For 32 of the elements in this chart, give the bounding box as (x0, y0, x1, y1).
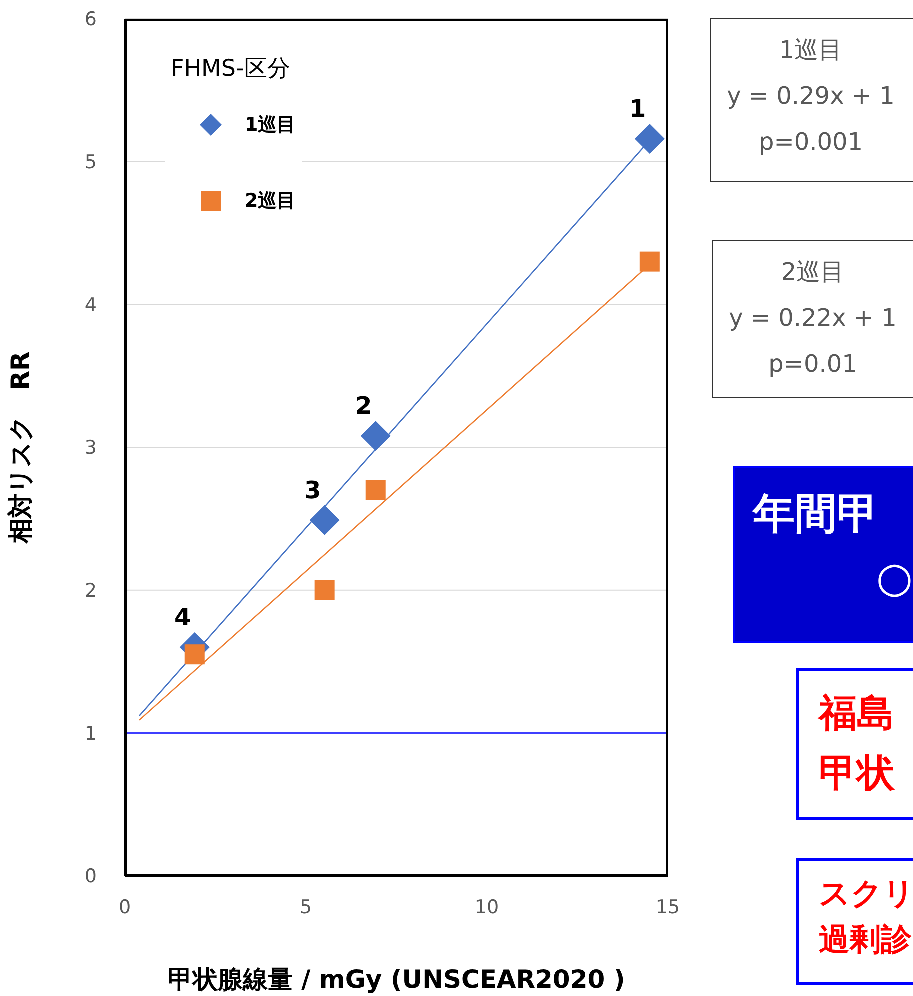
annotation: 2 (356, 392, 372, 420)
legend-title: FHMS-区分 (171, 55, 292, 84)
point (310, 505, 340, 536)
legend-label: 2巡目 (245, 189, 296, 214)
text: 福島甲状 (819, 690, 896, 797)
y-tick-label: 1 (84, 722, 97, 745)
x-tick-label: 5 (300, 896, 312, 918)
point (184, 644, 205, 665)
y-tick-label: 2 (84, 580, 97, 602)
annotation: 3 (304, 476, 322, 504)
text: スクリ過剰診 (819, 875, 913, 960)
point (366, 480, 386, 500)
point (640, 252, 660, 272)
point (634, 124, 665, 154)
y-tick-label: 6 (84, 8, 97, 31)
y-tick-label: 3 (84, 437, 97, 460)
annotation: 1 (630, 94, 646, 123)
x-tick-label: 10 (474, 896, 500, 918)
y-axis-title: 相対リスク RR (6, 352, 35, 544)
y-tick-label: 5 (84, 152, 97, 174)
point (360, 421, 391, 452)
point (314, 580, 335, 600)
text: 年間甲○ (753, 488, 913, 604)
y-tick-label: 0 (84, 866, 97, 888)
text: 2巡目 y = 0.22x + 1 p=0.01 (728, 257, 898, 380)
legend-label: 1巡目 (245, 113, 296, 138)
y-tick-label: 4 (84, 294, 97, 316)
x-tick-label: 15 (656, 896, 680, 918)
x-axis-title: 甲状腺線量 / mGy (UNSCEAR2020 ) (168, 965, 626, 994)
x-tick-label: 0 (118, 896, 132, 918)
annotation: 4 (174, 603, 192, 632)
text: 1巡目 y = 0.29x + 1 p=0.001 (726, 35, 896, 158)
